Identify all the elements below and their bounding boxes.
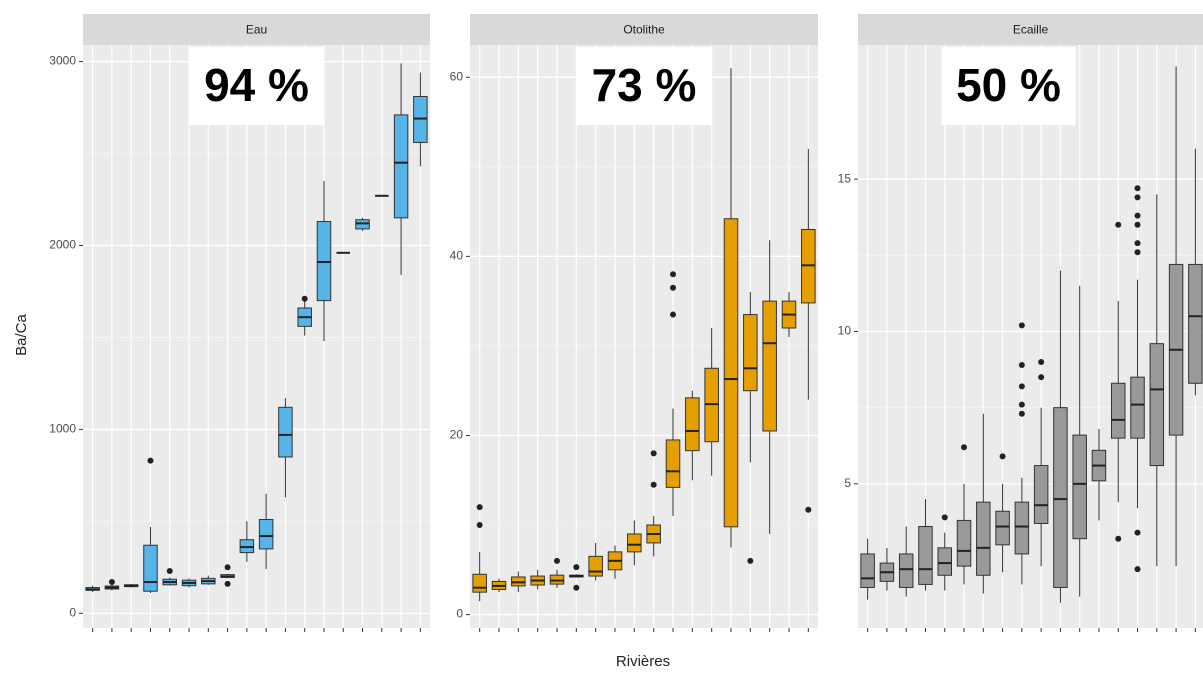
outlier <box>961 444 968 451</box>
outlier <box>670 271 676 278</box>
outlier <box>476 522 483 529</box>
outlier <box>1134 240 1141 247</box>
outlier <box>1115 221 1122 228</box>
box <box>1033 465 1049 524</box>
box <box>723 218 739 528</box>
box <box>143 544 158 592</box>
outlier <box>1018 361 1025 368</box>
outlier <box>554 557 560 564</box>
y-tick-label: 0 <box>456 607 463 621</box>
strip <box>858 14 1203 45</box>
annotation-box <box>577 47 711 125</box>
y-tick-label: 10 <box>838 324 852 338</box>
outlier <box>1018 410 1025 417</box>
outlier <box>1018 322 1025 329</box>
y-tick-label: 2000 <box>49 238 76 252</box>
outlier <box>1134 221 1141 228</box>
panel-title: Eau <box>246 23 267 37</box>
outlier <box>224 564 231 571</box>
y-axis-title: Ba/Ca <box>13 314 30 356</box>
y-tick-label: 20 <box>450 428 464 442</box>
outlier <box>1115 535 1122 542</box>
strip <box>83 14 430 45</box>
panel-background <box>83 45 430 628</box>
box <box>588 555 603 577</box>
box <box>685 397 700 452</box>
annotation: 73 % <box>592 59 697 111</box>
outlier <box>1134 529 1141 536</box>
strip <box>470 14 818 45</box>
panel-title: Otolithe <box>623 23 665 37</box>
box <box>976 501 991 576</box>
annotation: 94 % <box>204 59 309 111</box>
box <box>995 510 1010 546</box>
outlier <box>1038 374 1045 381</box>
outlier <box>1134 249 1141 256</box>
box <box>1130 376 1145 439</box>
outlier <box>941 514 948 521</box>
box <box>762 300 777 432</box>
y-tick-label: 15 <box>838 171 852 185</box>
box <box>627 533 642 553</box>
outlier <box>1038 358 1045 365</box>
box <box>665 439 681 488</box>
outlier <box>573 584 580 591</box>
box <box>1072 434 1087 540</box>
outlier <box>747 557 754 564</box>
box <box>472 573 487 593</box>
y-tick-label: 40 <box>450 249 464 263</box>
box <box>743 314 758 392</box>
outlier <box>670 284 676 291</box>
outlier <box>1134 185 1141 192</box>
panel: 0 1000 2000 3000 Eau 94 % <box>49 14 430 632</box>
y-tick-label: 3000 <box>49 54 76 68</box>
box <box>393 114 409 219</box>
box <box>860 553 875 588</box>
outlier <box>1134 194 1141 201</box>
y-tick-label: 1000 <box>49 422 76 436</box>
outlier <box>1134 212 1141 219</box>
panel-title: Ecaille <box>1013 23 1049 37</box>
annotation-box <box>189 47 324 125</box>
outlier <box>108 579 115 586</box>
outlier <box>573 564 580 571</box>
annotation-box <box>941 47 1076 125</box>
panel: 0 20 40 60 Otolithe 73 % <box>450 14 818 632</box>
box <box>937 547 952 576</box>
outlier <box>166 567 173 574</box>
panel: 5 10 15 Ecaille 50 % <box>838 14 1203 632</box>
box <box>918 526 933 585</box>
outlier <box>224 580 231 587</box>
outlier <box>1018 401 1025 408</box>
outlier <box>147 457 154 464</box>
box <box>956 519 972 567</box>
panel-background <box>470 45 818 628</box>
y-tick-label: 0 <box>69 605 76 619</box>
box <box>1014 501 1030 555</box>
box <box>898 553 914 588</box>
box <box>278 406 293 458</box>
outlier <box>476 504 483 511</box>
box <box>1053 407 1068 588</box>
outlier <box>670 311 676 318</box>
outlier <box>805 506 812 513</box>
panel-background <box>858 45 1203 628</box>
box <box>1188 263 1203 384</box>
outlier <box>1134 566 1141 573</box>
x-axis-title: Rivières <box>616 653 670 670</box>
box <box>1149 343 1165 467</box>
y-tick-label: 5 <box>844 476 851 490</box>
outlier <box>999 453 1006 460</box>
box <box>258 518 274 550</box>
y-tick-label: 60 <box>450 69 464 83</box>
outlier <box>650 481 657 488</box>
box <box>1111 382 1126 439</box>
outlier <box>650 450 657 457</box>
outlier <box>1018 383 1025 390</box>
outlier <box>301 295 308 302</box>
annotation: 50 % <box>956 59 1061 111</box>
